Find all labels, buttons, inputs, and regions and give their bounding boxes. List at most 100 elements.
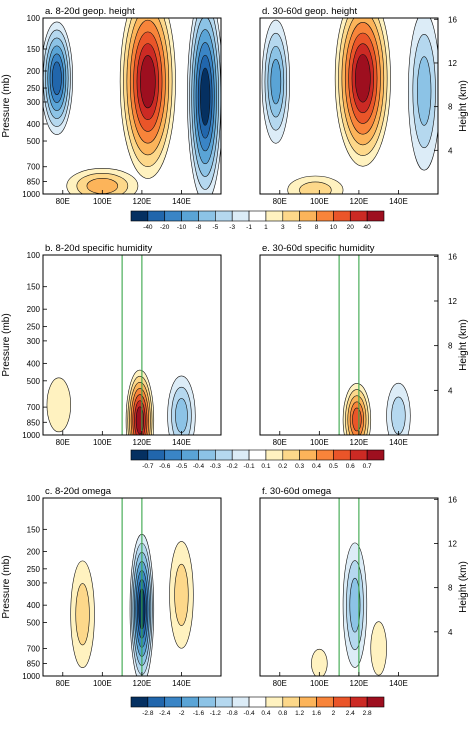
y-tick-label: 250 (27, 565, 41, 574)
colorbar-box (231, 210, 250, 222)
contour-band (270, 59, 282, 105)
panel-title: a. 8-20d geop. height (45, 6, 135, 17)
colorbar-label: -0.5 (176, 463, 188, 470)
colorbar-label: -0.7 (142, 463, 154, 470)
colorbar-box (333, 210, 351, 222)
colorbar-box (333, 449, 351, 461)
colorbar-label: 1.2 (295, 710, 304, 717)
height-tick-label: 12 (448, 59, 457, 68)
x-tick-label: 100E (310, 197, 329, 206)
x-tick-label: 140E (389, 679, 408, 688)
x-tick-label: 100E (93, 438, 112, 447)
colorbar-box (316, 696, 334, 708)
height-tick-label: 16 (448, 252, 457, 261)
panel-title: f. 30-60d omega (262, 486, 332, 497)
height-tick-label: 4 (448, 386, 453, 395)
colorbar-label: 3 (281, 224, 285, 231)
y-tick-label: 500 (27, 618, 41, 627)
colorbar-box (282, 210, 300, 222)
contour-band (311, 648, 328, 676)
panel-e: e. 30-60d specific humidity 80E 100E 120E 14… (259, 243, 469, 447)
y-tick-label: 1000 (22, 190, 40, 199)
colorbar-box (215, 696, 233, 708)
height-tick-label: 8 (448, 584, 453, 593)
y-tick-label: 150 (27, 283, 41, 292)
colorbar-box (181, 210, 199, 222)
height-tick-label: 8 (448, 342, 453, 351)
panel-frame (42, 497, 222, 677)
panel-d: d. 30-60d geop. height 80E 100E 120E 140E 4 8 1… (259, 6, 469, 206)
colorbar-label: 40 (364, 224, 372, 231)
y-tick-label: 1000 (22, 672, 40, 681)
colorbar-box (366, 449, 385, 461)
y-tick-label: 200 (27, 548, 41, 557)
x-tick-label: 120E (350, 438, 369, 447)
y-tick-label: 300 (27, 98, 41, 107)
x-tick-label: 80E (273, 197, 287, 206)
colorbar-box (181, 696, 199, 708)
x-tick-label: 80E (56, 197, 70, 206)
panel-title: c. 8-20d omega (45, 486, 112, 497)
height-axis-label: Height (km) (458, 80, 469, 132)
colorbar-label: -2.8 (142, 710, 154, 717)
y-tick-label: 700 (27, 403, 41, 412)
y-tick-label: 850 (27, 178, 41, 187)
x-tick-label: 80E (56, 438, 70, 447)
y-tick-label: 300 (27, 337, 41, 346)
colorbar: -0.7 -0.6 -0.5 -0.4 -0.3 -0.2 -0.1 0.1 0.2 0.3 0.4… (130, 449, 385, 470)
colorbar-box (248, 449, 267, 461)
colorbar-label: -3 (229, 224, 235, 231)
contour-band (140, 55, 156, 109)
y-axis-label: Pressure (mb) (1, 313, 12, 376)
colorbar-box (147, 210, 166, 222)
colorbar-label: 0.1 (261, 463, 270, 470)
colorbar-label: -0.3 (210, 463, 222, 470)
y-axis-label: Pressure (mb) (1, 555, 12, 618)
y-tick-label: 100 (27, 14, 41, 23)
colorbar-label: 0.4 (312, 463, 321, 470)
panel-frame (259, 17, 439, 195)
colorbar-box (164, 210, 182, 222)
colorbar-box (248, 696, 267, 708)
x-tick-label: 140E (172, 438, 191, 447)
height-tick-label: 8 (448, 103, 453, 112)
colorbar-label: 0.3 (295, 463, 304, 470)
y-tick-label: 200 (27, 305, 41, 314)
colorbar-label: -40 (143, 224, 153, 231)
y-tick-label: 850 (27, 418, 41, 427)
y-tick-label: 400 (27, 120, 41, 129)
colorbar-label: -0.8 (227, 710, 239, 717)
y-tick-label: 500 (27, 137, 41, 146)
colorbar-label: -1.2 (210, 710, 222, 717)
contour-fills (70, 533, 194, 676)
panel-title: e. 30-60d specific humidity (262, 243, 375, 254)
colorbar: -2.8 -2.4 -2 -1.6 -1.2 -0.8 -0.4 0.4 0.8 1.2 1.6 2 2… (130, 696, 385, 717)
colorbar: -40 -20 -10 -8 -5 -3 -1 1 3 5 8 10 20 40 (130, 210, 385, 231)
colorbar-label: 2.8 (363, 710, 372, 717)
colorbar-label: -1.6 (193, 710, 205, 717)
colorbar-label: -20 (160, 224, 170, 231)
colorbar-box (147, 696, 166, 708)
x-tick-label: 140E (172, 197, 191, 206)
colorbar-box (198, 449, 216, 461)
colorbar-label: 0.8 (278, 710, 287, 717)
height-axis-label: Height (km) (458, 319, 469, 371)
contour-band (370, 621, 387, 676)
contour-fills (43, 18, 221, 194)
colorbar-label: 1 (264, 224, 268, 231)
height-tick-label: 16 (448, 495, 457, 504)
height-axis-label: Height (km) (458, 561, 469, 613)
colorbar-box (231, 696, 250, 708)
colorbar-label: -2 (179, 710, 185, 717)
y-tick-label: 500 (27, 377, 41, 386)
colorbar-box (316, 449, 334, 461)
x-tick-label: 140E (172, 679, 191, 688)
colorbar-box (248, 210, 267, 222)
contour-band (355, 54, 371, 103)
x-tick-label: 120E (350, 197, 369, 206)
colorbar-box (198, 696, 216, 708)
height-tick-label: 16 (448, 15, 457, 24)
panel-frame (259, 497, 439, 677)
panel-frame (42, 254, 222, 436)
y-tick-label: 250 (27, 323, 41, 332)
